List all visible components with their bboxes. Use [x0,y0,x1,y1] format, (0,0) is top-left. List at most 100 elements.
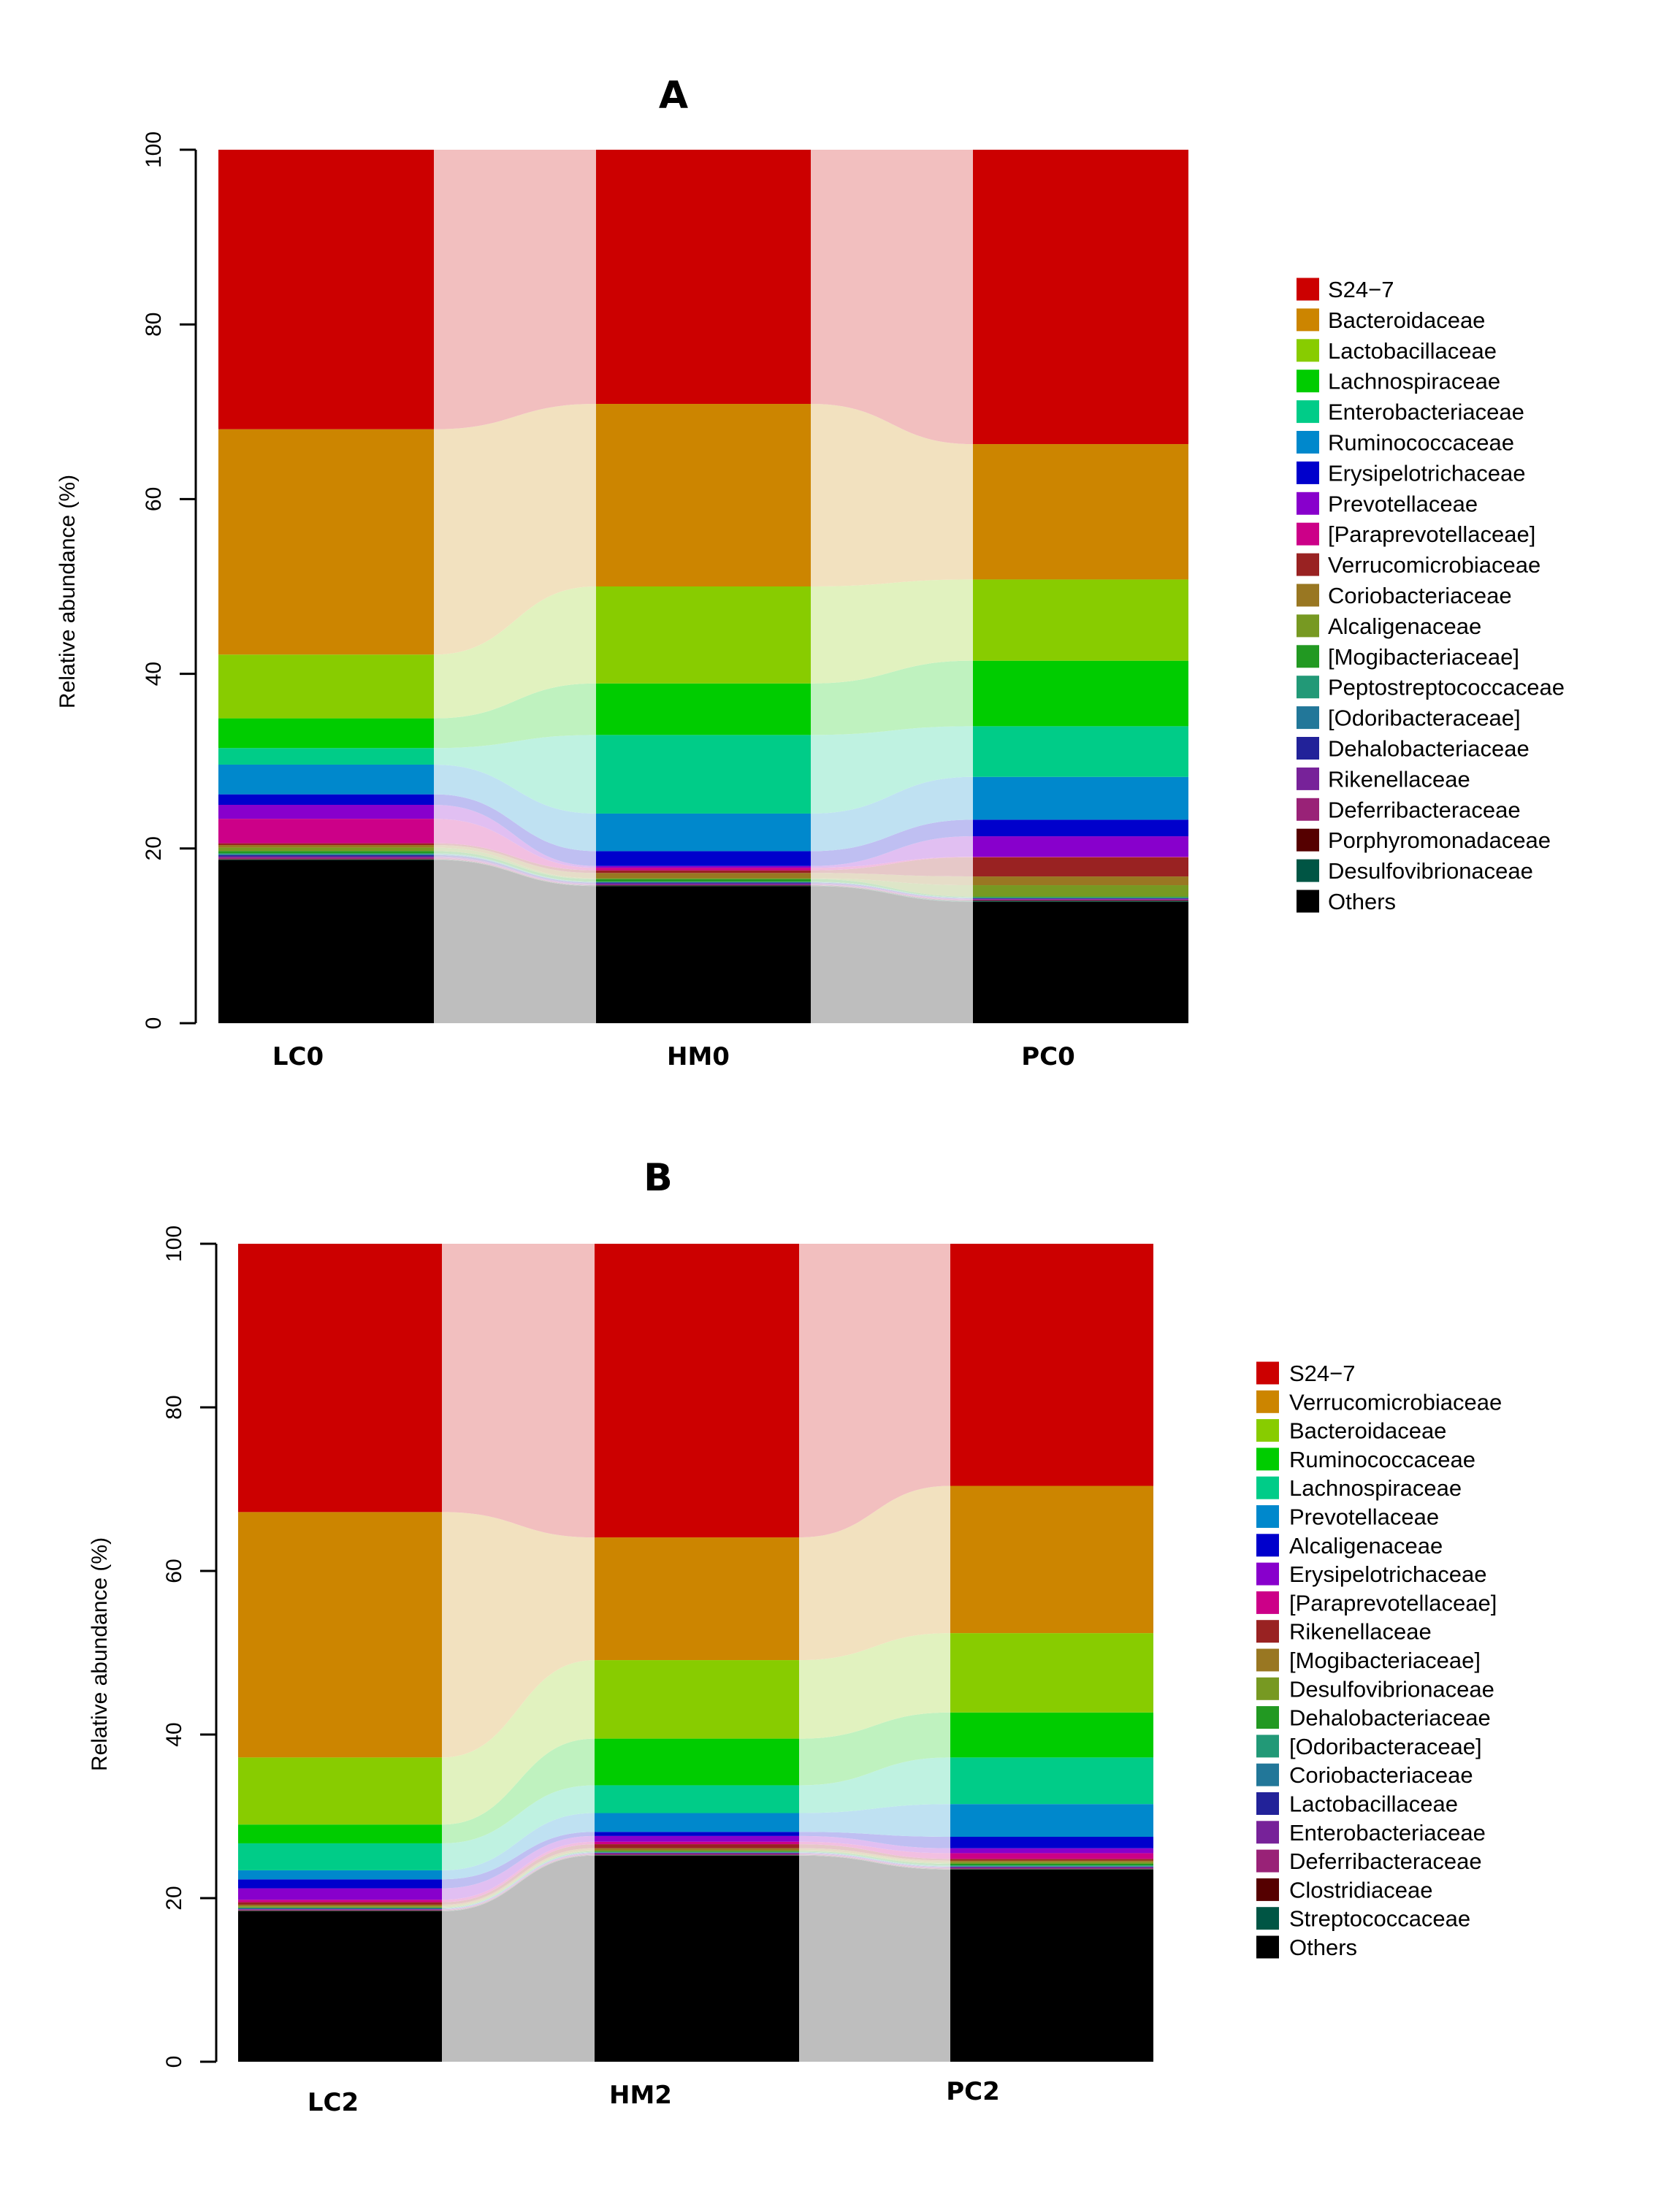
bar-segment-pc2-erysipelotrichaceae [950,1848,1153,1854]
flow-odoribacteraceae-lc2-to-hm2 [442,1851,595,1908]
flow-others-hm2-to-pc2 [799,1855,950,2062]
legend-item: Deferribacteraceae [1256,1848,1482,1874]
bar-segment-hm0-dehalobacteriaceae [596,882,811,884]
bar-segment-lc2-desulfovibrionaceae [238,1906,442,1908]
flow-deferribacteraceae-hm2-to-pc2 [799,1854,950,1869]
legend-item: [Paraprevotellaceae] [1256,1590,1497,1615]
legend-label: Peptostreptococcaceae [1328,675,1565,700]
flow-lachnospiraceae-lc2-to-hm2 [442,1785,595,1870]
y-axis-label: Relative abundance (%) [56,475,80,708]
chart-title: B [644,1156,673,1200]
flow-alcaligenaceae-lc2-to-hm2 [442,1832,595,1889]
legend-item: Alcaligenaceae [1297,613,1481,639]
flow-paraprevotellaceae-hm0-to-pc0 [811,857,973,871]
bar-segment-lc2-enterobacteriaceae [238,1909,442,1910]
bar-segment-hm0-enterobacteriaceae [596,735,811,814]
legend-label: Dehalobacteriaceae [1289,1705,1491,1731]
bar-pc0 [973,150,1188,1023]
bar-segment-hm0-porphyromonadaceae [596,885,811,886]
flow-bacteroidaceae-hm2-to-pc2 [799,1633,950,1739]
flow-desulfovibrionaceae-lc2-to-hm2 [442,1850,595,1908]
flow-bacteroidaceae-lc0-to-hm0 [434,404,596,655]
flow-others-hm0-to-pc0 [811,886,973,1023]
bar-lc2 [238,1244,442,2062]
legend-label: Verrucomicrobiaceae [1289,1389,1502,1415]
bar-segment-lc2-lactobacillaceae [238,1908,442,1910]
bar-segment-hm2-clostridiaceae [595,1854,799,1856]
panel-b: LC2 HM2 PC2 0 20 40 60 80 100 Relative abundance … [88,1156,1502,2117]
legend-label: [Odoribacteraceae] [1328,706,1521,731]
bar-segment-hm0-paraprevotellaceae [596,868,811,871]
bar-segment-lc2-lachnospiraceae [238,1843,442,1870]
bar-segment-hm0-ruminococcaceae [596,813,811,852]
legend-item: Others [1256,1935,1357,1960]
legend-item: Streptococcaceae [1256,1906,1470,1932]
bar-segment-pc2-alcaligenaceae [950,1837,1153,1848]
flow-verrucomicrobiaceae-lc2-to-hm2 [442,1512,595,1758]
y-tick-label: 40 [142,662,166,686]
legend-swatch [1297,645,1319,668]
legend-item: Verrucomicrobiaceae [1256,1389,1502,1415]
bar-segment-lc0-ruminococcaceae [218,764,434,795]
flow-others-lc2-to-hm2 [442,1855,595,2062]
bar-segment-hm2-odoribacteraceae [595,1851,799,1853]
legend-item: Alcaligenaceae [1256,1533,1443,1559]
bar-segment-pc0-alcaligenaceae [973,885,1188,897]
legend-label: Coriobacteriaceae [1289,1762,1473,1788]
bar-segment-pc2-ruminococcaceae [950,1712,1153,1758]
legend-label: Prevotellaceae [1289,1504,1439,1530]
bar-segment-pc2-desulfovibrionaceae [950,1862,1153,1864]
flow-odoribacteraceae-lc0-to-hm0 [434,854,596,883]
flow-bacteroidaceae-lc2-to-hm2 [442,1660,595,1825]
flow-odoribacteraceae-hm0-to-pc0 [811,882,973,898]
legend-swatch [1297,706,1319,730]
bar-segment-pc2-others [950,1869,1153,2062]
bar-segment-pc0-mogibacteriaceae [973,896,1188,898]
bar-segment-hm0-prevotellaceae [596,865,811,868]
bar-segment-hm0-erysipelotrichaceae [596,851,811,866]
bar-segment-lc2-erysipelotrichaceae [238,1888,442,1900]
flow-deferribacteraceae-hm0-to-pc0 [811,884,973,901]
bar-segment-hm2-streptococcaceae [595,1855,799,1856]
legend-item: Others [1297,889,1396,914]
bar-segment-lc2-coriobacteriaceae [238,1908,442,1909]
bar-segment-lc0-s24-7 [218,150,434,429]
legend-swatch [1297,553,1319,576]
flow-clostridiaceae-lc2-to-hm2 [442,1854,595,1911]
flow-erysipelotrichaceae-hm0-to-pc0 [811,819,973,866]
flow-dehalobacteriaceae-hm2-to-pc2 [799,1851,950,1866]
legend-item: [Paraprevotellaceae] [1297,521,1535,547]
legend-label: Ruminococcaceae [1328,430,1514,456]
bar-segment-pc0-prevotellaceae [973,836,1188,857]
flow-ruminococcaceae-hm0-to-pc0 [811,776,973,852]
flow-rikenellaceae-hm2-to-pc2 [799,1844,950,1861]
bar-segment-pc0-erysipelotrichaceae [973,819,1188,837]
panel-a: LC0 HM0 PC0 0 20 40 60 80 100 Relative abundance … [56,74,1565,1071]
bar-segment-lc0-others [218,860,434,1023]
y-tick-label: 0 [162,2056,186,2068]
bar-hm0 [596,150,811,1023]
legend-swatch [1256,1419,1279,1442]
y-tick-label: 40 [162,1722,186,1746]
bar-segment-lc0-paraprevotellaceae [218,819,434,844]
bar-segment-hm0-lactobacillaceae [596,586,811,684]
bar-segment-hm2-others [595,1855,799,2062]
flow-dehalobacteriaceae-lc0-to-hm0 [434,854,596,884]
legend-label: Rikenellaceae [1328,766,1470,792]
bar-segment-hm0-mogibacteriaceae [596,879,811,882]
flow-deferribacteraceae-lc2-to-hm2 [442,1854,595,1911]
flow-lactobacillaceae-hm2-to-pc2 [799,1852,950,1867]
flow-lactobacillaceae-lc0-to-hm0 [434,586,596,719]
bar-segment-pc0-ruminococcaceae [973,776,1188,820]
flow-streptococcaceae-hm2-to-pc2 [799,1855,950,1870]
bar-segment-lc0-lactobacillaceae [218,654,434,719]
legend-item: Coriobacteriaceae [1297,583,1512,608]
flow-clostridiaceae-hm2-to-pc2 [799,1854,950,1870]
bar-segment-hm2-coriobacteriaceae [595,1852,799,1853]
legend-swatch [1256,1534,1279,1557]
legend-swatch [1297,676,1319,699]
bar-segment-hm0-bacteroidaceae [596,404,811,586]
bar-segment-lc0-coriobacteriaceae [218,845,434,848]
y-tick-label: 100 [162,1225,186,1262]
legend-item: Rikenellaceae [1256,1619,1432,1645]
